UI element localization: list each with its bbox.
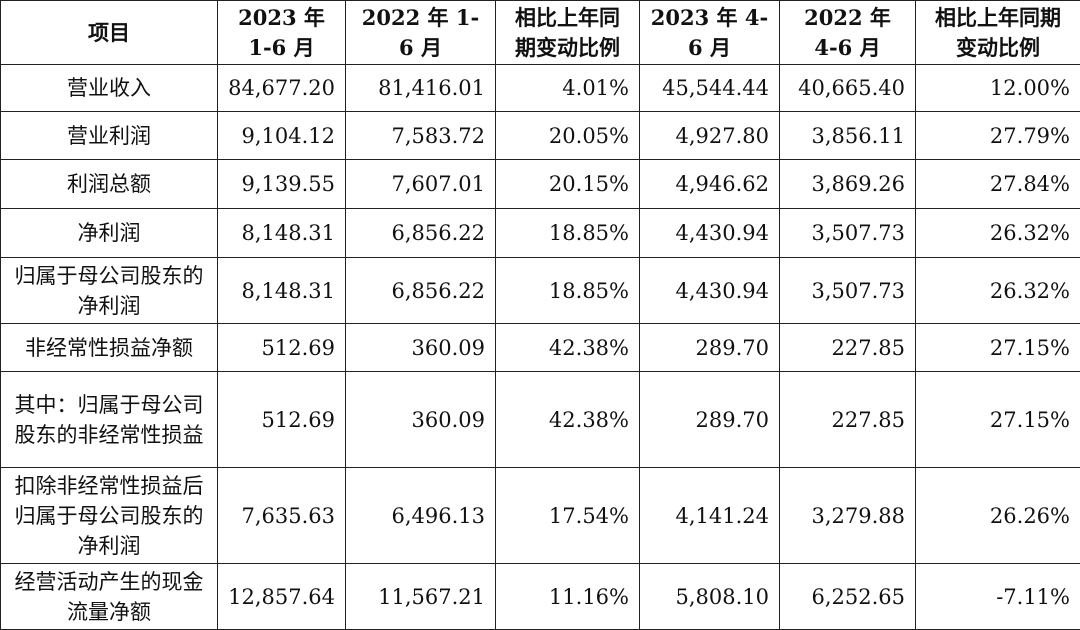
- cell-2022-q2: 3,869.26: [780, 160, 916, 209]
- cell-2022-q2: 3,507.73: [780, 258, 916, 324]
- header-2022-h1: 2022 年 1-6 月: [346, 1, 496, 65]
- cell-2023-h1: 9,104.12: [218, 112, 346, 160]
- cell-2022-h1: 6,856.22: [346, 258, 496, 324]
- cell-2022-h1: 360.09: [346, 324, 496, 372]
- cell-2023-h1: 512.69: [218, 324, 346, 372]
- cell-2023-q2: 4,141.24: [640, 468, 780, 564]
- cell-2023-h1: 12,857.64: [218, 564, 346, 630]
- cell-change-h1: 20.05%: [496, 112, 640, 160]
- row-label: 经营活动产生的现金流量净额: [1, 564, 218, 630]
- cell-change-q2: 26.32%: [916, 258, 1080, 324]
- cell-2023-q2: 289.70: [640, 324, 780, 372]
- cell-2022-q2: 227.85: [780, 372, 916, 468]
- table-row: 非经常性损益净额 512.69 360.09 42.38% 289.70 227…: [1, 324, 1080, 372]
- table-row: 其中：归属于母公司股东的非经常性损益 512.69 360.09 42.38% …: [1, 372, 1080, 468]
- cell-change-q2: 27.84%: [916, 160, 1080, 209]
- row-label: 非经常性损益净额: [1, 324, 218, 372]
- cell-2022-q2: 3,279.88: [780, 468, 916, 564]
- cell-change-q2: 26.32%: [916, 209, 1080, 258]
- table-row: 净利润 8,148.31 6,856.22 18.85% 4,430.94 3,…: [1, 209, 1080, 258]
- cell-2023-h1: 8,148.31: [218, 258, 346, 324]
- cell-change-h1: 18.85%: [496, 209, 640, 258]
- cell-2022-h1: 7,607.01: [346, 160, 496, 209]
- row-label: 其中：归属于母公司股东的非经常性损益: [1, 372, 218, 468]
- row-label: 营业利润: [1, 112, 218, 160]
- cell-change-q2: 12.00%: [916, 65, 1080, 112]
- cell-2023-q2: 4,430.94: [640, 258, 780, 324]
- cell-2023-q2: 45,544.44: [640, 65, 780, 112]
- cell-2022-h1: 11,567.21: [346, 564, 496, 630]
- table-row: 经营活动产生的现金流量净额 12,857.64 11,567.21 11.16%…: [1, 564, 1080, 630]
- header-change-h1: 相比上年同期变动比例: [496, 1, 640, 65]
- cell-2023-q2: 4,430.94: [640, 209, 780, 258]
- cell-2023-q2: 289.70: [640, 372, 780, 468]
- cell-change-h1: 18.85%: [496, 258, 640, 324]
- cell-2023-h1: 7,635.63: [218, 468, 346, 564]
- row-label: 营业收入: [1, 65, 218, 112]
- cell-change-q2: -7.11%: [916, 564, 1080, 630]
- row-label: 归属于母公司股东的净利润: [1, 258, 218, 324]
- cell-2022-h1: 6,496.13: [346, 468, 496, 564]
- cell-2022-q2: 3,507.73: [780, 209, 916, 258]
- cell-2023-h1: 9,139.55: [218, 160, 346, 209]
- header-2023-q2: 2023 年 4-6 月: [640, 1, 780, 65]
- cell-2022-h1: 81,416.01: [346, 65, 496, 112]
- cell-change-q2: 26.26%: [916, 468, 1080, 564]
- cell-2022-h1: 6,856.22: [346, 209, 496, 258]
- cell-change-h1: 20.15%: [496, 160, 640, 209]
- table-row: 营业收入 84,677.20 81,416.01 4.01% 45,544.44…: [1, 65, 1080, 112]
- header-row: 项目 2023 年 1-6 月 2022 年 1-6 月 相比上年同期变动比例 …: [1, 1, 1080, 65]
- cell-2023-q2: 4,927.80: [640, 112, 780, 160]
- cell-2022-q2: 3,856.11: [780, 112, 916, 160]
- cell-2022-h1: 7,583.72: [346, 112, 496, 160]
- cell-2023-h1: 8,148.31: [218, 209, 346, 258]
- row-label: 扣除非经常性损益后归属于母公司股东的净利润: [1, 468, 218, 564]
- cell-2022-q2: 40,665.40: [780, 65, 916, 112]
- row-label: 净利润: [1, 209, 218, 258]
- table-row: 营业利润 9,104.12 7,583.72 20.05% 4,927.80 3…: [1, 112, 1080, 160]
- cell-2022-h1: 360.09: [346, 372, 496, 468]
- cell-change-h1: 4.01%: [496, 65, 640, 112]
- cell-2022-q2: 227.85: [780, 324, 916, 372]
- cell-change-h1: 11.16%: [496, 564, 640, 630]
- header-change-q2: 相比上年同期变动比例: [916, 1, 1080, 65]
- cell-2023-h1: 84,677.20: [218, 65, 346, 112]
- cell-change-q2: 27.15%: [916, 324, 1080, 372]
- header-item: 项目: [1, 1, 218, 65]
- cell-2023-q2: 5,808.10: [640, 564, 780, 630]
- cell-change-h1: 42.38%: [496, 372, 640, 468]
- cell-2022-q2: 6,252.65: [780, 564, 916, 630]
- cell-change-h1: 42.38%: [496, 324, 640, 372]
- table-row: 扣除非经常性损益后归属于母公司股东的净利润 7,635.63 6,496.13 …: [1, 468, 1080, 564]
- row-label: 利润总额: [1, 160, 218, 209]
- cell-2023-q2: 4,946.62: [640, 160, 780, 209]
- header-2022-q2: 2022 年 4-6 月: [780, 1, 916, 65]
- cell-2023-h1: 512.69: [218, 372, 346, 468]
- cell-change-q2: 27.15%: [916, 372, 1080, 468]
- cell-change-h1: 17.54%: [496, 468, 640, 564]
- table-row: 利润总额 9,139.55 7,607.01 20.15% 4,946.62 3…: [1, 160, 1080, 209]
- cell-change-q2: 27.79%: [916, 112, 1080, 160]
- header-2023-h1: 2023 年 1-6 月: [218, 1, 346, 65]
- table-row: 归属于母公司股东的净利润 8,148.31 6,856.22 18.85% 4,…: [1, 258, 1080, 324]
